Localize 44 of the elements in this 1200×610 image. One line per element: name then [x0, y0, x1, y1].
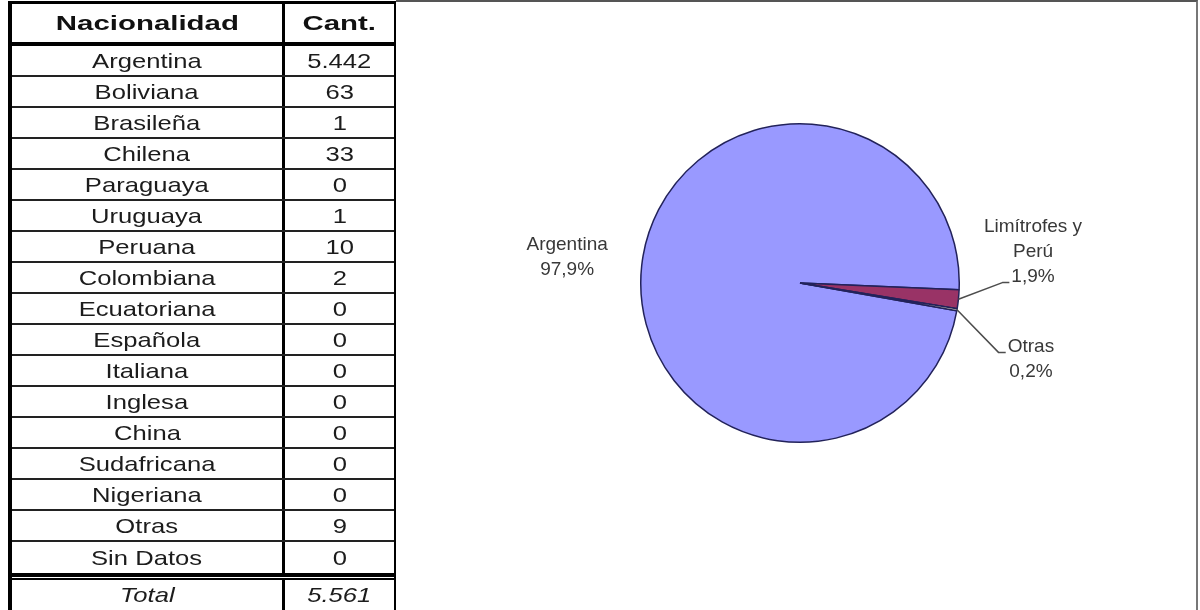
category-label: China: [113, 420, 181, 444]
data-label: 0: [332, 389, 347, 413]
data-label: 9: [332, 513, 347, 537]
category-label: Española: [93, 327, 201, 351]
category-label: Argentina: [92, 48, 202, 72]
data-label: 0: [332, 420, 347, 444]
data-label: 0: [332, 482, 347, 506]
data-label: 1: [332, 110, 347, 134]
data-label: 1,9%: [1011, 264, 1055, 286]
category-label: Uruguaya: [91, 203, 203, 227]
category-label: Colombiana: [78, 265, 216, 289]
category-label: Sin Datos: [91, 545, 203, 569]
data-label: 0: [332, 172, 347, 196]
category-label: Chilena: [103, 141, 191, 165]
category-label: Inglesa: [105, 389, 189, 413]
data-label: 63: [325, 79, 354, 103]
slice-label: Limítrofes y Perú: [983, 214, 1083, 261]
data-label: 0: [332, 358, 347, 382]
text: 5.561: [307, 583, 372, 606]
data-label: 33: [325, 141, 354, 165]
category-label: Peruana: [98, 234, 196, 258]
category-label: Ecuatoriana: [78, 296, 216, 320]
data-label: 0: [332, 296, 347, 320]
category-label: Paraguaya: [85, 172, 209, 196]
slice-label: Otras: [1007, 334, 1055, 356]
data-label: 97,9%: [540, 258, 595, 280]
data-label: 0: [332, 545, 347, 569]
data-label: 0: [332, 451, 347, 475]
category-label: Sudafricana: [78, 451, 216, 475]
data-label: 2: [332, 265, 347, 289]
data-label: 10: [325, 234, 354, 258]
category-label: Italiana: [105, 358, 189, 382]
text: Total: [119, 583, 175, 606]
text: Nacionalidad: [55, 11, 239, 34]
category-label: Nigeriana: [92, 482, 202, 506]
slice-label: Argentina: [526, 233, 609, 255]
data-label: 1: [332, 203, 347, 227]
category-label: Brasileña: [93, 110, 201, 134]
category-label: Otras: [115, 513, 179, 537]
data-label: 0: [332, 327, 347, 351]
data-label: 0,2%: [1009, 359, 1053, 381]
category-label: Boliviana: [95, 79, 199, 103]
text: Cant.: [302, 11, 377, 34]
data-label: 5.442: [307, 48, 372, 72]
